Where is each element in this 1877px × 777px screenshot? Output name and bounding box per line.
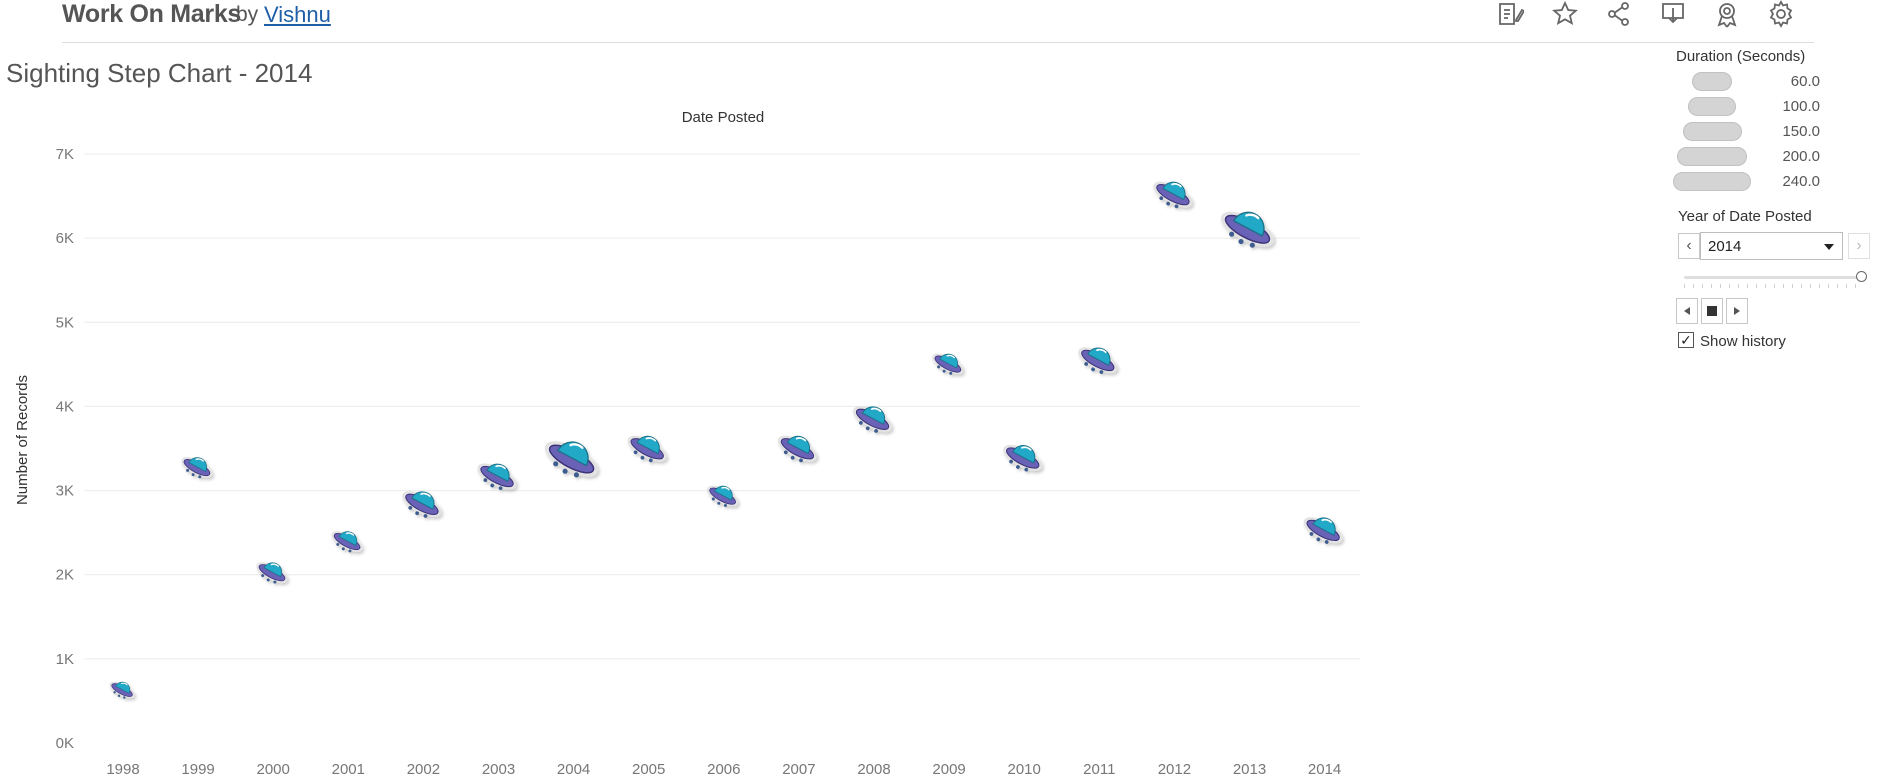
x-tick-label: 1999 bbox=[181, 761, 214, 777]
workbook-title: Work On Marks bbox=[62, 0, 242, 28]
play-backward-button[interactable] bbox=[1676, 298, 1698, 324]
by-label: by bbox=[236, 3, 259, 26]
year-select[interactable]: 2014 bbox=[1700, 232, 1843, 260]
ufo-mark-2005[interactable] bbox=[624, 426, 673, 470]
badge-button[interactable] bbox=[1713, 0, 1745, 32]
y-tick-label: 2K bbox=[56, 567, 74, 584]
chart-title: Sighting Step Chart - 2014 bbox=[6, 58, 313, 88]
x-tick-label: 2014 bbox=[1308, 761, 1341, 777]
ufo-mark-2014[interactable] bbox=[1299, 508, 1349, 552]
legend-label: 150.0 bbox=[1782, 123, 1820, 140]
x-tick-label: 2005 bbox=[632, 761, 665, 777]
ufo-mark-2011[interactable] bbox=[1074, 338, 1123, 382]
star-icon bbox=[1552, 0, 1578, 26]
x-tick-label: 2008 bbox=[857, 761, 890, 777]
legend-size-swatch bbox=[1673, 172, 1751, 191]
x-axis-ticks: 1998 1999 2000 2001 2002 2003 2004 2005 2006 2007… bbox=[106, 761, 1341, 777]
legend-label: 60.0 bbox=[1790, 73, 1820, 90]
ufo-mark-1999[interactable] bbox=[178, 450, 217, 485]
x-tick-label: 2007 bbox=[782, 761, 815, 777]
y-tick-label: 5K bbox=[56, 314, 74, 331]
x-tick-label: 2013 bbox=[1233, 761, 1266, 777]
ufo-mark-2010[interactable] bbox=[999, 436, 1048, 479]
author-link[interactable]: Vishnu bbox=[264, 2, 331, 27]
share-icon bbox=[1608, 2, 1629, 26]
ufo-mark-2001[interactable] bbox=[328, 524, 368, 559]
ufo-mark-1998[interactable] bbox=[107, 676, 138, 704]
edit-icon bbox=[1499, 3, 1526, 25]
badge-icon bbox=[1717, 3, 1737, 28]
legend-size-swatch bbox=[1692, 72, 1732, 91]
year-slider-ticks bbox=[1684, 284, 1864, 288]
x-tick-label: 2006 bbox=[707, 761, 740, 777]
stop-button[interactable] bbox=[1701, 298, 1723, 324]
y-tick-label: 6K bbox=[56, 230, 74, 247]
x-tick-label: 2004 bbox=[557, 761, 590, 777]
legend-item[interactable]: 150.0 bbox=[1670, 120, 1820, 142]
year-slider-thumb[interactable] bbox=[1856, 271, 1867, 282]
edit-button[interactable] bbox=[1496, 0, 1528, 32]
download-button[interactable] bbox=[1659, 0, 1691, 32]
filter-title: Year of Date Posted bbox=[1678, 208, 1812, 225]
chart-area: Date Posted Number of Records 0K 1K 2K 3K 4K… bbox=[14, 109, 1360, 777]
x-tick-label: 2002 bbox=[407, 761, 440, 777]
legend-size-swatch bbox=[1682, 122, 1742, 141]
legend-title: Duration (Seconds) bbox=[1676, 48, 1806, 65]
play-backward-icon bbox=[1684, 307, 1690, 315]
chevron-down-icon bbox=[1824, 244, 1834, 250]
y-tick-label: 3K bbox=[56, 483, 74, 500]
year-select-value: 2014 bbox=[1708, 238, 1742, 255]
ufo-mark-2000[interactable] bbox=[253, 555, 292, 590]
ufo-mark-2004[interactable] bbox=[539, 429, 606, 488]
ufo-mark-2007[interactable] bbox=[774, 426, 823, 470]
legend-size-swatch bbox=[1687, 97, 1737, 116]
x-tick-label: 2011 bbox=[1083, 761, 1115, 777]
ufo-mark-2009[interactable] bbox=[929, 346, 968, 381]
next-year-button[interactable]: › bbox=[1848, 233, 1870, 259]
legend-item[interactable]: 200.0 bbox=[1670, 145, 1820, 167]
top-bar: Work On Marks by Vishnu bbox=[0, 0, 1877, 44]
play-forward-icon bbox=[1734, 307, 1740, 315]
x-tick-label: 1998 bbox=[106, 761, 139, 777]
legend-label: 100.0 bbox=[1782, 98, 1820, 115]
show-history-checkbox[interactable]: ✓ bbox=[1678, 332, 1694, 348]
ufo-mark-2006[interactable] bbox=[704, 478, 743, 513]
ufo-mark-2013[interactable] bbox=[1215, 199, 1282, 258]
x-tick-label: 2003 bbox=[482, 761, 515, 777]
favorite-button[interactable] bbox=[1551, 0, 1583, 32]
settings-button[interactable] bbox=[1767, 0, 1799, 32]
legend-label: 240.0 bbox=[1782, 173, 1820, 190]
gear-icon bbox=[1769, 0, 1793, 28]
x-axis-title: Date Posted bbox=[682, 109, 765, 126]
y-tick-label: 1K bbox=[56, 651, 74, 668]
x-tick-label: 2000 bbox=[257, 761, 290, 777]
ufo-mark-2008[interactable] bbox=[849, 397, 898, 441]
header-divider bbox=[62, 42, 1814, 43]
ufo-mark-2002[interactable] bbox=[398, 482, 447, 526]
ufo-mark-2012[interactable] bbox=[1149, 172, 1198, 216]
y-tick-label: 0K bbox=[56, 735, 74, 752]
y-tick-label: 4K bbox=[56, 398, 74, 415]
stop-icon bbox=[1707, 306, 1717, 316]
data-marks bbox=[107, 172, 1349, 704]
legend-item[interactable]: 240.0 bbox=[1670, 170, 1820, 192]
prev-year-button[interactable]: ‹ bbox=[1678, 233, 1700, 259]
share-button[interactable] bbox=[1605, 0, 1637, 32]
legend-label: 200.0 bbox=[1782, 148, 1820, 165]
y-axis-title: Number of Records bbox=[14, 375, 31, 505]
year-slider-track[interactable] bbox=[1684, 276, 1862, 279]
x-tick-label: 2001 bbox=[332, 761, 365, 777]
show-history-label: Show history bbox=[1700, 333, 1786, 350]
legend-size-swatch bbox=[1677, 147, 1747, 166]
x-tick-label: 2012 bbox=[1158, 761, 1191, 777]
play-forward-button[interactable] bbox=[1726, 298, 1748, 324]
x-tick-label: 2009 bbox=[932, 761, 965, 777]
download-icon bbox=[1662, 3, 1684, 24]
legend-item[interactable]: 100.0 bbox=[1670, 95, 1820, 117]
x-tick-label: 2010 bbox=[1008, 761, 1041, 777]
y-axis-ticks: 0K 1K 2K 3K 4K 5K 6K 7K bbox=[56, 146, 74, 752]
legend-item[interactable]: 60.0 bbox=[1670, 70, 1820, 92]
y-tick-label: 7K bbox=[56, 146, 74, 163]
